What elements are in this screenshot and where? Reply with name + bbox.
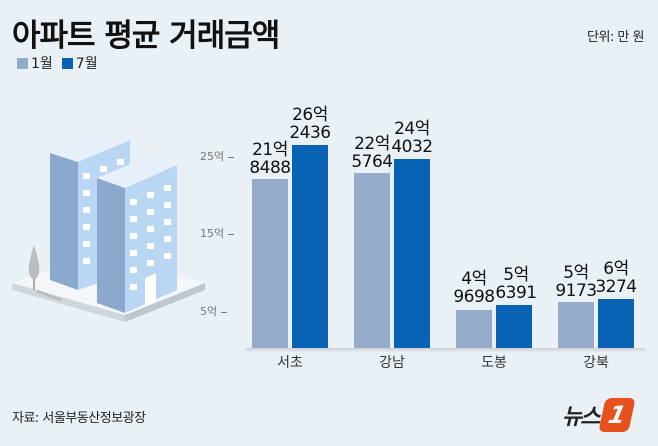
- legend-item-jan: 1월: [17, 53, 53, 73]
- bar-gangbuk-jan: [558, 302, 594, 348]
- source-note: 자료: 서울부동산정보광장: [12, 411, 146, 426]
- unit-label: 단위: 만 원: [587, 30, 645, 45]
- legend-item-jul: 7월: [61, 53, 98, 73]
- category-label-gangnam: 강남: [379, 355, 405, 371]
- legend-swatch-jan: [17, 57, 28, 69]
- y-tick-25: 25억: [200, 148, 244, 164]
- bar-gangnam-jul: [394, 159, 430, 348]
- value-label-seocho-jul: 26억 2436: [289, 105, 331, 143]
- news1-logo: 뉴스 1: [562, 398, 637, 432]
- category-label-gangbuk: 강북: [583, 355, 609, 371]
- bar-gangbuk-jul: [598, 299, 634, 348]
- value-label-dobong-jul: 5억 6391: [495, 265, 537, 303]
- value-label-dobong-jan: 4억 9698: [453, 269, 495, 307]
- legend-swatch-jul: [61, 57, 73, 69]
- category-label-seocho: 서초: [277, 355, 303, 371]
- x-axis-baseline: [245, 348, 645, 352]
- chart-title: 아파트 평균 거래금액: [12, 18, 280, 54]
- bar-seocho-jul: [292, 145, 328, 348]
- value-label-gangnam-jan: 22억 5764: [351, 134, 393, 172]
- apartment-buildings-icon: [12, 132, 205, 322]
- value-label-gangbuk-jul: 6억 3274: [595, 259, 637, 297]
- legend: 1월 7월: [17, 53, 107, 73]
- value-label-gangnam-jul: 24억 4032: [391, 119, 433, 157]
- value-label-seocho-jan: 21억 8488: [249, 140, 291, 178]
- bar-dobong-jul: [496, 305, 532, 348]
- bar-seocho-jan: [252, 179, 288, 348]
- y-tick-5: 5억: [200, 303, 244, 319]
- y-tick-15: 15억: [200, 225, 244, 241]
- bar-gangnam-jan: [354, 173, 390, 348]
- bar-dobong-jan: [456, 310, 492, 348]
- category-label-dobong: 도봉: [481, 355, 507, 371]
- legend-label-jul: 7월: [75, 56, 98, 72]
- value-label-gangbuk-jan: 5억 9173: [555, 263, 597, 301]
- logo-badge-icon: 1: [598, 398, 637, 432]
- logo-text: 뉴스: [562, 405, 601, 430]
- legend-label-jan: 1월: [31, 56, 53, 72]
